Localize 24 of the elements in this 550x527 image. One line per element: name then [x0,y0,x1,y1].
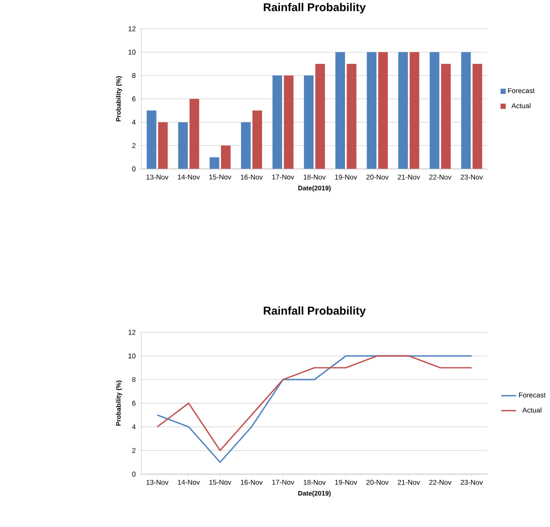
bar [158,122,168,169]
bar [472,64,482,169]
bar [220,145,231,169]
bar [430,52,440,169]
bar [378,52,388,169]
bar [178,122,188,169]
bar [210,157,220,169]
bar [398,52,408,169]
chart-title: Rainfall Probability [264,306,366,317]
bar [461,52,471,169]
bar [190,98,200,169]
bar [252,110,262,169]
bar [335,52,346,169]
bar [346,64,356,169]
bar [284,75,294,169]
bar [366,52,376,169]
bar [410,52,420,169]
bar [304,75,314,169]
bar [146,110,156,169]
bar [441,64,451,169]
chart-title: Rainfall Probability [264,2,366,14]
bar [272,75,282,169]
bar [241,122,251,169]
bar [315,64,325,169]
